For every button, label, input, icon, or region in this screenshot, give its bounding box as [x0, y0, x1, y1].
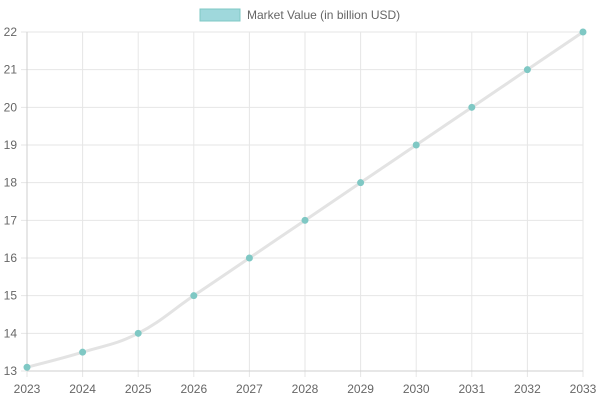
y-tick-label: 22: [4, 25, 18, 39]
y-tick-label: 14: [4, 326, 18, 340]
legend-swatch: [199, 8, 241, 22]
x-tick-label: 2023: [14, 382, 41, 396]
grid: [21, 31, 584, 377]
x-tick-label: 2029: [347, 382, 374, 396]
x-axis-ticks: 2023 2024 2025 2026 2027 2028 2029 2030 2031 2032…: [14, 382, 597, 396]
x-tick-label: 2030: [403, 382, 430, 396]
axes: [26, 32, 583, 372]
x-tick-label: 2025: [125, 382, 152, 396]
y-tick-label: 17: [4, 213, 18, 227]
data-point[interactable]: [468, 103, 476, 111]
data-point[interactable]: [245, 254, 253, 262]
data-point[interactable]: [579, 28, 587, 36]
x-tick-label: 2027: [236, 382, 263, 396]
legend[interactable]: Market Value (in billion USD): [199, 8, 400, 22]
y-tick-label: 13: [4, 364, 18, 378]
y-tick-label: 18: [4, 176, 18, 190]
data-point[interactable]: [412, 141, 420, 149]
x-tick-label: 2032: [514, 382, 541, 396]
data-point[interactable]: [523, 66, 531, 74]
data-point[interactable]: [23, 363, 31, 371]
data-point[interactable]: [190, 292, 198, 300]
y-tick-label: 15: [4, 289, 18, 303]
series-market-value: [23, 28, 587, 371]
y-tick-label: 20: [4, 100, 18, 114]
legend-label: Market Value (in billion USD): [247, 8, 400, 22]
data-point[interactable]: [79, 348, 87, 356]
y-tick-label: 16: [4, 251, 18, 265]
x-tick-label: 2026: [180, 382, 207, 396]
x-tick-label: 2028: [292, 382, 319, 396]
y-tick-label: 21: [4, 63, 18, 77]
data-point[interactable]: [301, 216, 309, 224]
x-tick-label: 2031: [458, 382, 485, 396]
data-point[interactable]: [134, 329, 142, 337]
data-point[interactable]: [357, 179, 365, 187]
x-tick-label: 2033: [570, 382, 597, 396]
y-tick-label: 19: [4, 138, 18, 152]
y-axis-ticks: 13 14 15 16 17 18 19 20 21 22: [4, 25, 18, 378]
x-tick-label: 2024: [69, 382, 96, 396]
